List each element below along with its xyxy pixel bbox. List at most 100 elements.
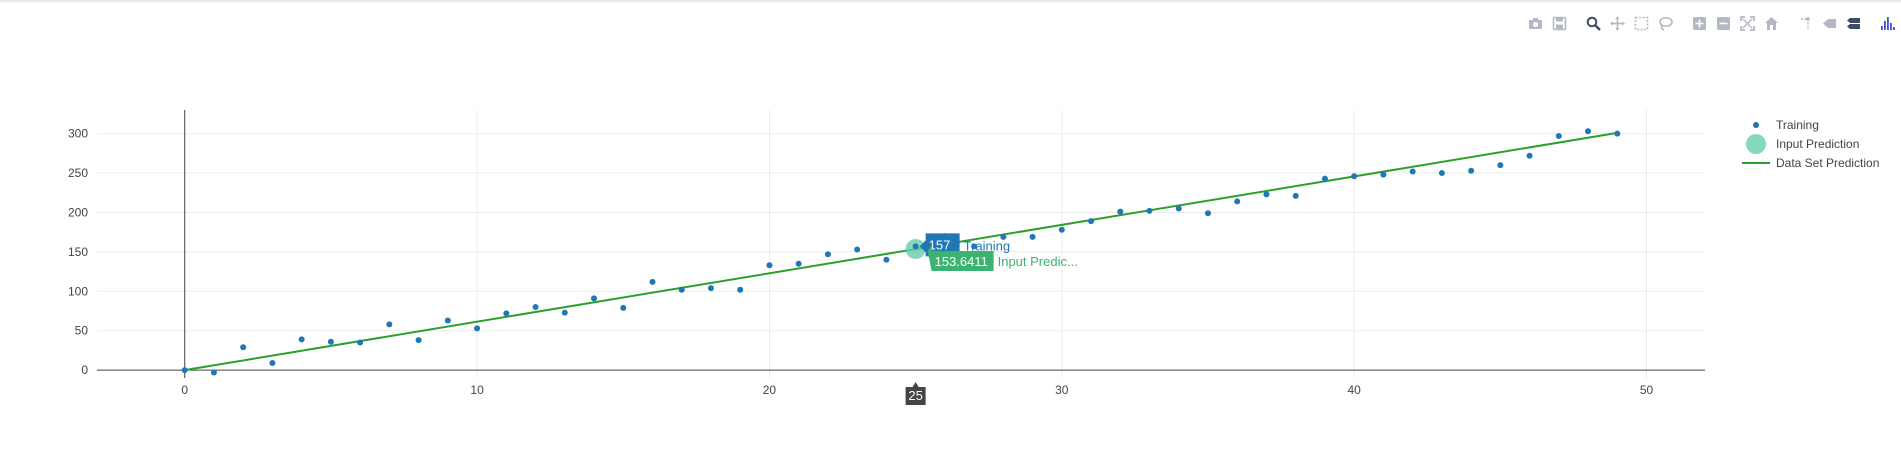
training-point	[824, 251, 831, 258]
hover-closest-button[interactable]	[1817, 14, 1841, 32]
training-point	[444, 317, 451, 324]
prediction-hover-label: 153.6411 Input Predic...	[927, 245, 1078, 272]
training-point	[971, 243, 978, 250]
save-button[interactable]	[1547, 14, 1571, 32]
spike-lines-button[interactable]	[1793, 14, 1817, 32]
camera-button[interactable]	[1523, 14, 1547, 32]
training-point	[269, 360, 276, 367]
zoom-out-button[interactable]	[1711, 14, 1735, 32]
modebar-group	[1687, 14, 1783, 32]
plot-area	[97, 110, 1705, 378]
training-point	[707, 285, 714, 292]
spike-lines-icon	[1800, 16, 1810, 30]
x-tick-label: 0	[181, 383, 188, 397]
modebar-group	[1581, 14, 1677, 32]
training-point	[532, 304, 539, 311]
training-point	[561, 309, 568, 316]
legend-marker-training	[1753, 122, 1759, 128]
training-point	[1585, 128, 1592, 135]
box-select-button[interactable]	[1629, 14, 1653, 32]
training-point	[766, 262, 773, 269]
training-point	[1380, 171, 1387, 178]
x-hover-label: 25	[908, 388, 922, 403]
pan-button[interactable]	[1605, 14, 1629, 32]
training-point	[1204, 210, 1211, 217]
training-point	[737, 286, 744, 293]
zoom-in-icon	[1692, 16, 1706, 30]
top-shadow	[0, 0, 1901, 4]
modebar-group	[1875, 14, 1899, 32]
plotly-logo-button[interactable]	[1875, 14, 1899, 32]
training-point	[298, 336, 305, 343]
training-point	[327, 338, 334, 345]
prediction-hover-name: Input Predic...	[998, 254, 1078, 269]
modebar	[1513, 14, 1899, 32]
prediction-hover-value: 153.6411	[935, 254, 988, 269]
training-point	[591, 295, 598, 302]
y-tick-label: 50	[75, 324, 89, 338]
training-point	[1175, 205, 1182, 212]
y-tick-label: 0	[81, 363, 88, 377]
lasso-button[interactable]	[1653, 14, 1677, 32]
zoom-icon	[1586, 16, 1601, 31]
autoscale-button[interactable]	[1735, 14, 1759, 32]
training-point	[649, 278, 656, 285]
zoom-in-button[interactable]	[1687, 14, 1711, 32]
training-point	[1614, 130, 1621, 137]
legend-label-input-prediction: Input Prediction	[1776, 137, 1859, 151]
training-point	[620, 304, 627, 311]
training-point	[240, 344, 247, 351]
data-set-prediction-line	[184, 131, 1618, 372]
box-select-icon	[1634, 16, 1648, 30]
plotly-logo-icon	[1880, 16, 1895, 30]
hover-closest-icon	[1822, 18, 1836, 28]
training-point	[795, 260, 802, 267]
training-point	[1292, 192, 1299, 199]
training-point	[210, 369, 217, 376]
training-hover-value: 157	[929, 237, 951, 252]
y-tick-label: 250	[68, 166, 88, 180]
training-point	[1263, 191, 1270, 198]
prediction-hover-box	[927, 245, 994, 272]
training-point	[1000, 233, 1007, 240]
hover-compare-icon	[1846, 17, 1860, 29]
x-tick-label: 40	[1347, 383, 1361, 397]
training-point	[1497, 162, 1504, 169]
autoscale-icon	[1739, 15, 1755, 31]
x-tick-label: 20	[763, 383, 777, 397]
training-point	[1146, 207, 1153, 214]
training-point	[1234, 198, 1241, 205]
y-tick-label: 150	[68, 245, 88, 259]
training-point	[912, 243, 919, 250]
training-point	[474, 325, 481, 332]
x-tick-label: 50	[1640, 383, 1654, 397]
training-point	[181, 367, 188, 374]
training-point	[1117, 208, 1124, 215]
home-button[interactable]	[1759, 14, 1783, 32]
hover-compare-button[interactable]	[1841, 14, 1865, 32]
training-point	[1555, 133, 1562, 140]
y-tick-label: 200	[68, 205, 88, 219]
training-point	[386, 321, 393, 328]
pan-icon	[1609, 15, 1625, 31]
training-point	[1321, 175, 1328, 182]
training-point	[678, 286, 685, 293]
legend: Training Input Prediction Data Set Predict…	[1742, 118, 1879, 170]
training-point	[357, 339, 364, 346]
training-point	[1468, 167, 1475, 174]
zoom-button[interactable]	[1581, 14, 1605, 32]
training-point	[854, 246, 861, 253]
zoom-out-icon	[1716, 16, 1730, 30]
x-tick-label: 30	[1055, 383, 1069, 397]
training-point	[503, 310, 510, 317]
x-hover-label-box	[905, 382, 926, 405]
legend-marker-input-prediction	[1746, 134, 1766, 154]
training-point	[1438, 170, 1445, 177]
lasso-icon	[1658, 16, 1673, 31]
modebar-group	[1793, 14, 1865, 32]
training-point	[1351, 173, 1358, 180]
training-point	[1029, 233, 1036, 240]
legend-label-training: Training	[1776, 118, 1819, 132]
